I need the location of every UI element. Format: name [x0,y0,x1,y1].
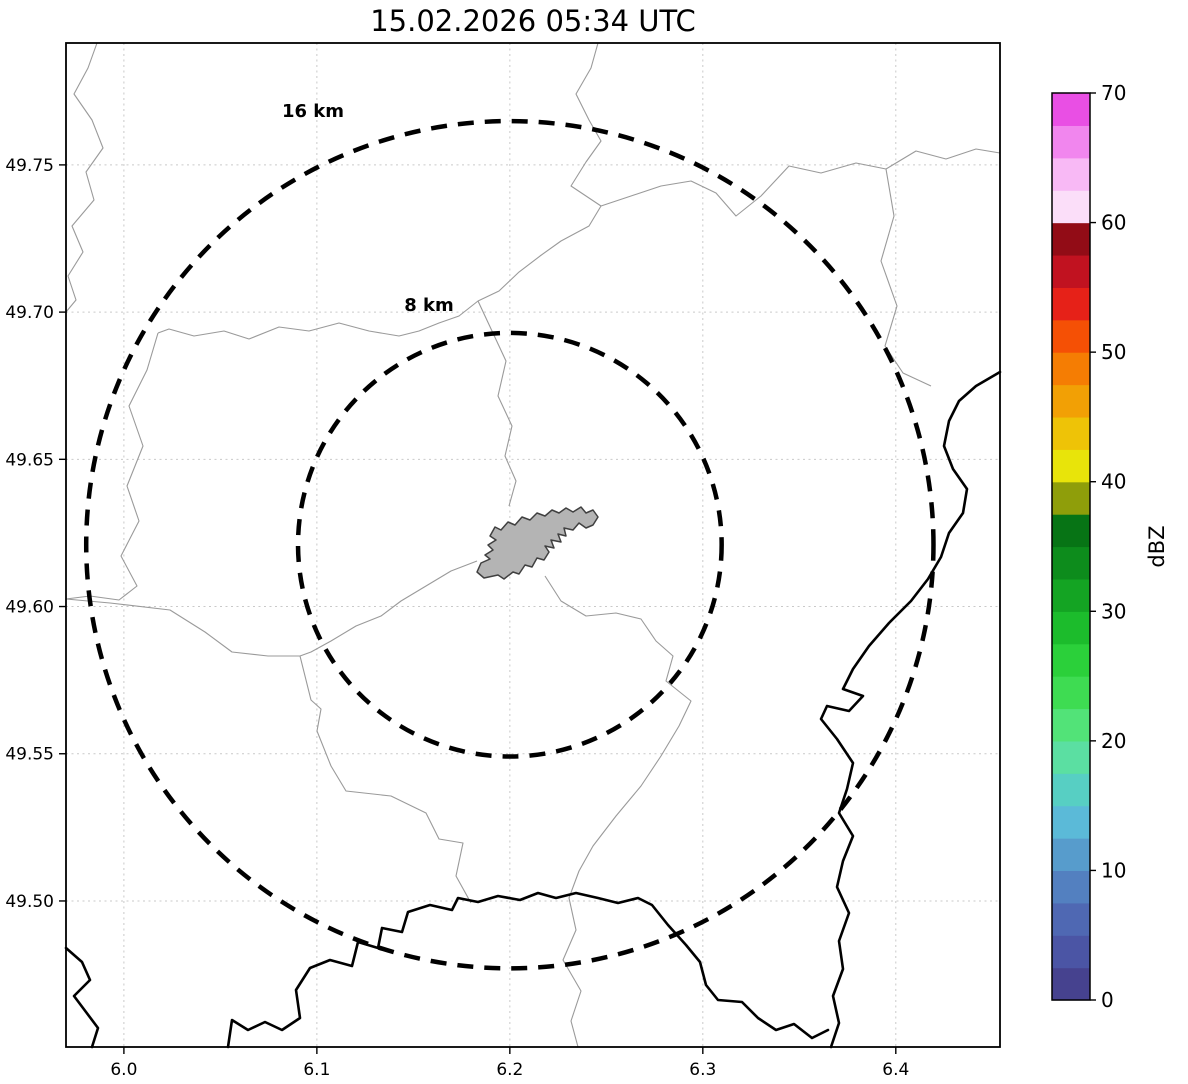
plot-frame [65,42,1001,1048]
colorbar-band [1052,416,1090,450]
colorbar-band [1052,805,1090,839]
colorbar-band [1052,870,1090,904]
y-tick-label: 49.55 [5,745,54,765]
admin-border-line [544,575,692,1048]
colorbar-band [1052,514,1090,548]
colorbar-band [1052,935,1090,969]
admin-border-line [477,300,517,507]
colorbar-band [1052,93,1090,126]
y-tick-label: 49.70 [5,303,54,323]
admin-border-line [157,42,602,340]
x-tick-label: 6.2 [496,1060,523,1080]
colorbar-band [1052,708,1090,742]
colorbar-band [1052,449,1090,483]
colorbar-band [1052,546,1090,580]
colorbar-band [1052,838,1090,872]
colorbar-band [1052,611,1090,645]
y-tick-label: 49.50 [5,892,54,912]
colorbar-band [1052,254,1090,288]
figure-title: 15.02.2026 05:34 UTC [370,4,696,38]
x-tick-label: 6.3 [689,1060,716,1080]
colorbar-band [1052,384,1090,418]
colorbar-band [1052,740,1090,774]
colorbar-tick-label: 30 [1101,599,1126,623]
colorbar-tick-label: 50 [1101,340,1126,364]
admin-border-line [880,168,932,387]
y-tick-label: 49.60 [5,598,54,618]
admin-border-line [299,560,478,657]
admin-border-line [65,598,472,904]
range-ring-8km [295,330,724,759]
colorbar-tick-label: 60 [1101,211,1126,235]
range-ring-label-16km: 16 km [282,101,344,122]
admin-border-line [600,148,1001,217]
colorbar-axis-label: dBZ [1145,525,1169,567]
colorbar-tick-label: 70 [1101,81,1126,105]
colorbar-tick-label: 0 [1101,988,1114,1012]
colorbar-band [1052,157,1090,191]
colorbar-band [1052,773,1090,807]
colorbar-band [1052,125,1090,159]
x-tick-label: 6.1 [303,1060,330,1080]
colorbar-frame [1051,92,1091,1001]
colorbar-tick-label: 20 [1101,729,1126,753]
range-ring-label-8km: 8 km [404,295,454,316]
x-tick-label: 6.4 [882,1060,909,1080]
colorbar-band [1052,676,1090,710]
country-border-line [819,370,1002,1049]
admin-border-line [65,332,159,601]
country-border-line [226,891,830,1049]
y-tick-label: 49.65 [5,450,54,470]
colorbar-band [1052,481,1090,515]
colorbar-band [1052,902,1090,936]
admin-border-line [65,42,104,313]
colorbar-tick-label: 40 [1101,470,1126,494]
country-border-line [64,946,100,1049]
range-ring-16km [83,118,936,971]
colorbar-band [1052,190,1090,224]
x-tick-label: 6.0 [110,1060,137,1080]
city-area-shape [476,506,599,580]
colorbar-band [1052,222,1090,256]
colorbar-band [1052,578,1090,612]
colorbar-band [1052,643,1090,677]
colorbar-band [1052,967,1090,1001]
colorbar-band [1052,287,1090,321]
colorbar-band [1052,319,1090,353]
colorbar-band [1052,352,1090,386]
y-tick-label: 49.75 [5,156,54,176]
colorbar-tick-label: 10 [1101,858,1126,882]
